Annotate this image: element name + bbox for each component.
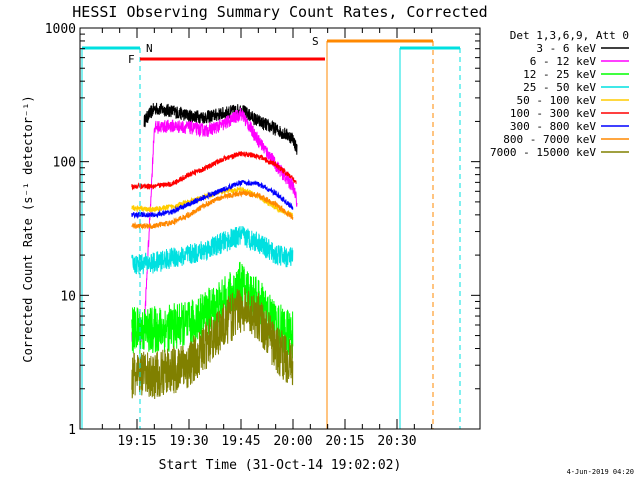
series-line-1: [143, 102, 298, 155]
legend-label: 50 - 100 keV: [517, 94, 597, 107]
plot-frame: [79, 27, 481, 430]
x-axis-label: Start Time (31-Oct-14 19:02:02): [159, 458, 402, 473]
legend-label: 300 - 800 keV: [510, 120, 596, 133]
x-tick-label: 19:30: [169, 434, 208, 449]
y-axis-label: Corrected Count Rate (s⁻¹ detector⁻¹): [21, 95, 35, 362]
legend-label: 12 - 25 keV: [523, 68, 596, 81]
y-tick-label: 10: [60, 289, 76, 304]
series-line-9: [131, 288, 294, 400]
legend-label: 7000 - 15000 keV: [490, 146, 596, 159]
legend-label: 100 - 300 keV: [510, 107, 596, 120]
flag-label-s: S: [312, 35, 319, 48]
axes-layer: 1 10 100 1000 19:15 19:30 19:45 20:00 20:15 20:30: [45, 22, 481, 449]
x-tick-label: 19:45: [221, 434, 260, 449]
series-line-4: [131, 226, 294, 275]
x-tick-label: 20:15: [325, 434, 364, 449]
y-tick-label: 100: [53, 156, 76, 171]
flags-layer: NF S: [81, 35, 461, 429]
y-tick-label: 1: [68, 423, 76, 438]
series-line-8: [131, 189, 294, 230]
footer-date: 4-Jun-2019 04:20: [567, 468, 634, 476]
legend-header: Det 1,3,6,9, Att 0: [510, 29, 629, 42]
y-tick-label: 1000: [45, 22, 76, 37]
series-layer: [131, 102, 298, 400]
series-line-6: [131, 151, 297, 191]
x-tick-label: 19:15: [117, 434, 156, 449]
chart-title: HESSI Observing Summary Count Rates, Cor…: [72, 3, 487, 21]
legend-label: 800 - 7000 keV: [503, 133, 596, 146]
series-line-7: [131, 178, 294, 220]
flag-label-n: N: [146, 42, 153, 55]
x-tick-label: 20:30: [377, 434, 416, 449]
x-tick-label: 20:00: [273, 434, 312, 449]
legend-label: 3 - 6 keV: [536, 42, 596, 55]
legend-label: 6 - 12 keV: [530, 55, 597, 68]
series-line-2: [131, 107, 298, 343]
legend-label: 25 - 50 keV: [523, 81, 596, 94]
flag-label-f: F: [128, 53, 135, 66]
